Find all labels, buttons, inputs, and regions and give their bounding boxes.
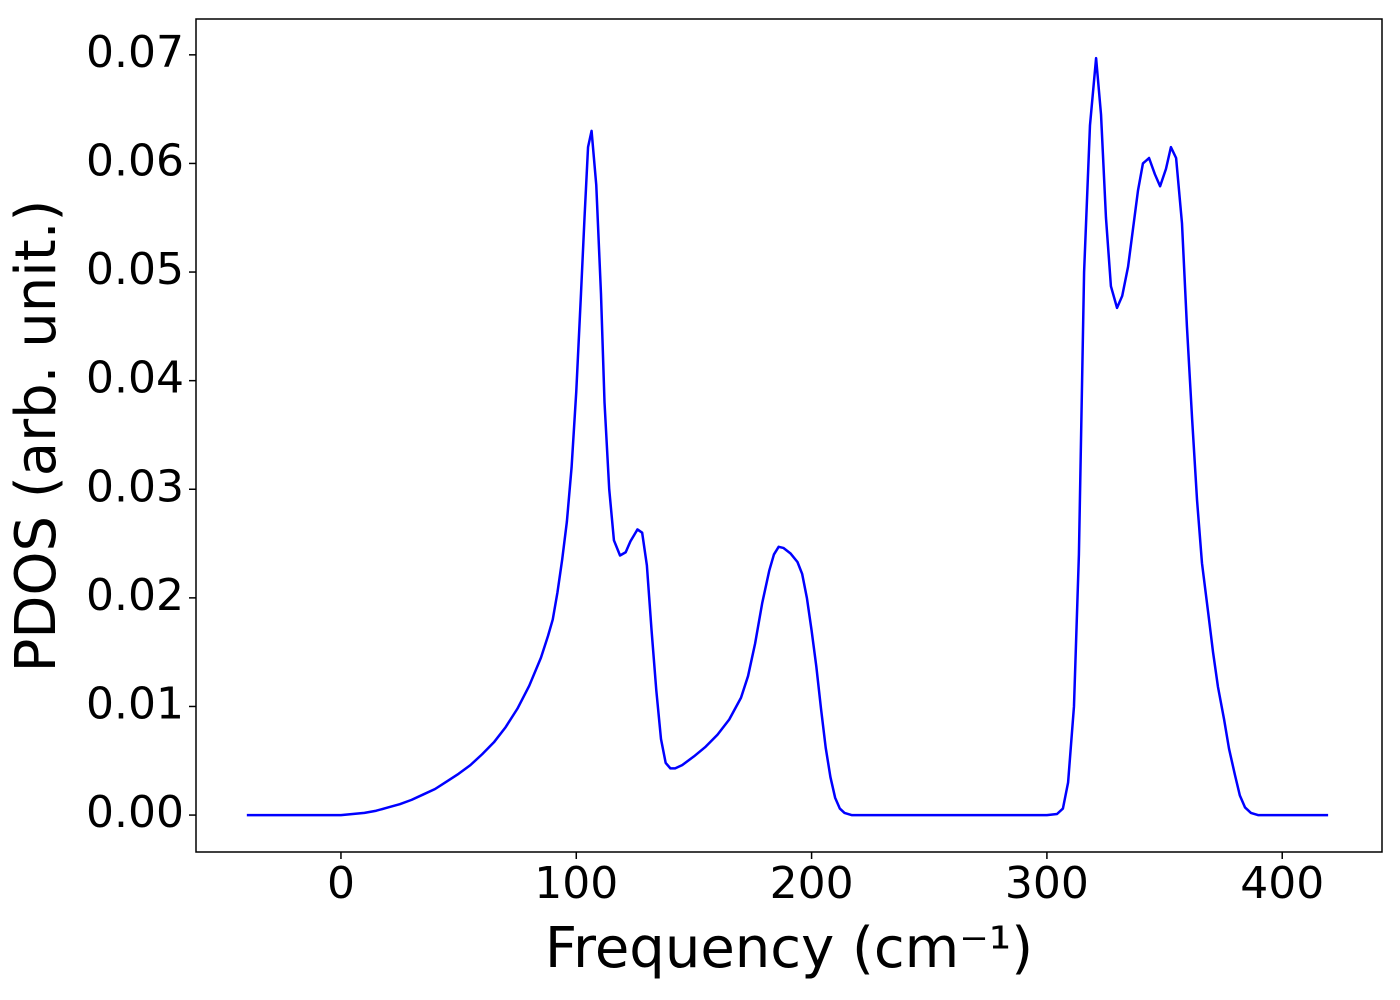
y-tick-label: 0.05 <box>86 244 184 295</box>
y-axis-label: PDOS (arb. unit.) <box>4 200 69 673</box>
x-tick-label: 200 <box>770 858 854 909</box>
line-series <box>246 56 1329 817</box>
y-tick-label: 0.02 <box>86 570 184 621</box>
x-tick-label: 400 <box>1240 858 1324 909</box>
x-tick-label: 100 <box>534 858 618 909</box>
y-tick-label: 0.00 <box>86 787 184 838</box>
x-axis-label: Frequency (cm⁻¹) <box>545 916 1033 981</box>
x-tick-label: 0 <box>327 858 355 909</box>
plot-frame <box>195 18 1383 853</box>
y-tick-label: 0.01 <box>86 678 184 729</box>
y-tick-label: 0.03 <box>86 461 184 512</box>
y-tick-label: 0.04 <box>86 353 184 404</box>
y-tick-label: 0.06 <box>86 135 184 186</box>
y-tick-label: 0.07 <box>86 27 184 78</box>
x-tick-label: 300 <box>1005 858 1089 909</box>
